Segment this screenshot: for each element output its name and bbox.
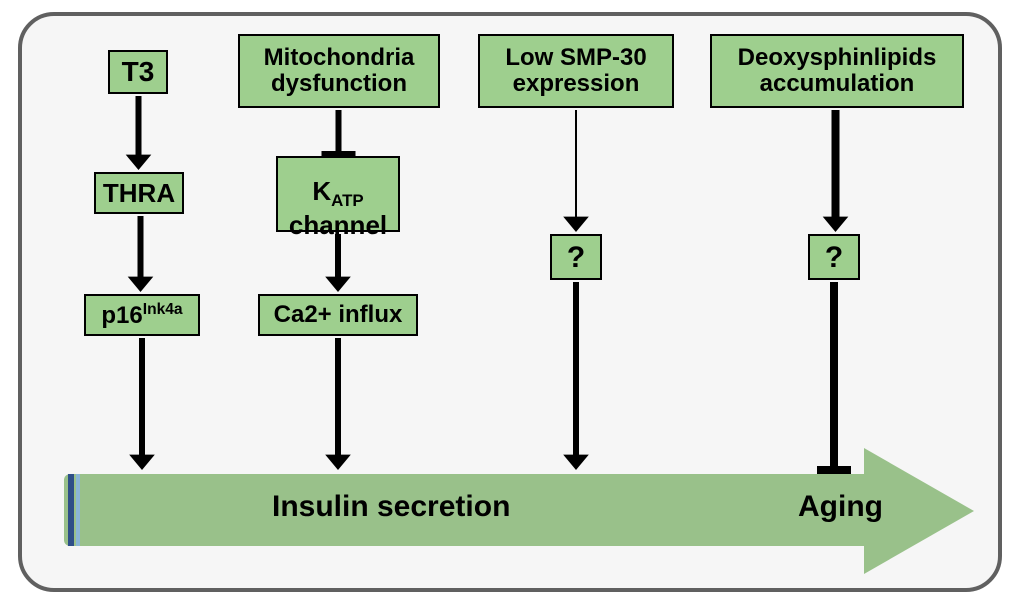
timeline-stripe — [68, 474, 74, 546]
timeline-label-aging: Aging — [798, 490, 883, 524]
timeline-stripe — [76, 474, 80, 546]
timeline-label-insulin: Insulin secretion — [272, 490, 510, 524]
diagram-panel: T3 THRA p16Ink4a Mitochondria dysfunctio… — [18, 12, 1002, 592]
